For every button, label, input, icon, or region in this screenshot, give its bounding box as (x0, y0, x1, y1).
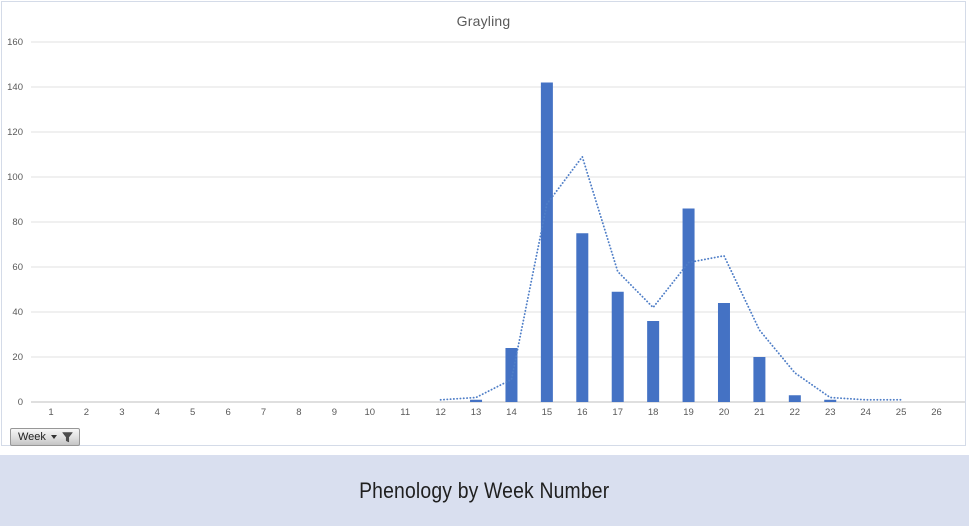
y-axis-label: 140 (7, 82, 23, 93)
x-axis-label: 25 (896, 407, 907, 418)
x-axis-label: 5 (190, 407, 195, 418)
x-axis-label: 11 (400, 407, 410, 418)
y-axis-label: 0 (18, 397, 23, 408)
chevron-down-icon (50, 435, 57, 439)
bar-week-17 (611, 291, 624, 402)
x-axis-label: 17 (612, 407, 623, 418)
x-axis-label: 18 (648, 407, 659, 418)
trend-line (439, 155, 902, 401)
field-button-label: Week (18, 431, 46, 443)
x-axis-label: 24 (860, 407, 871, 418)
y-axis-label: 60 (12, 262, 23, 273)
y-axis-label: 100 (7, 172, 23, 183)
x-axis-label: 21 (754, 407, 765, 418)
x-axis-label: 3 (119, 407, 124, 418)
caption-band: Phenology by Week Number (0, 455, 969, 526)
x-axis-label: 14 (506, 407, 517, 418)
x-axis-label: 23 (825, 407, 836, 418)
x-axis-label: 12 (435, 407, 446, 418)
x-axis-label: 8 (296, 407, 301, 418)
x-axis-label: 6 (225, 407, 230, 418)
bar-week-15 (540, 82, 553, 402)
x-axis-label: 19 (683, 407, 694, 418)
bar-week-20 (717, 303, 730, 402)
caption-text: Phenology by Week Number (359, 477, 610, 503)
x-axis-label: 20 (719, 407, 730, 418)
bar-week-22 (788, 395, 801, 402)
x-axis-label: 7 (261, 407, 266, 418)
week-field-button[interactable]: Week (10, 428, 80, 446)
x-axis-label: 15 (542, 407, 553, 418)
y-axis-label: 20 (12, 352, 23, 363)
x-axis-label: 1 (48, 407, 53, 418)
x-axis-label: 16 (577, 407, 588, 418)
bar-week-14 (505, 348, 518, 402)
x-axis-label: 10 (364, 407, 375, 418)
x-axis-label: 4 (155, 407, 160, 418)
bar-week-21 (753, 357, 766, 402)
y-axis-label: 120 (7, 127, 23, 138)
x-axis-label: 9 (332, 407, 337, 418)
y-axis-label: 80 (12, 217, 23, 228)
x-axis-label: 2 (84, 407, 89, 418)
x-axis-label: 13 (471, 407, 482, 418)
chart-title: Grayling (456, 13, 511, 29)
y-axis-label: 40 (12, 307, 23, 318)
chart-panel: Grayling (1, 1, 966, 446)
y-axis-label: 160 (7, 37, 23, 48)
bar-week-23 (824, 399, 837, 402)
x-axis-label: 26 (931, 407, 942, 418)
bar-week-16 (576, 233, 589, 402)
bar-week-18 (647, 321, 660, 402)
bar-week-13 (470, 399, 483, 402)
funnel-icon (62, 431, 73, 442)
x-axis-label: 22 (790, 407, 801, 418)
bar-week-19 (682, 208, 695, 402)
